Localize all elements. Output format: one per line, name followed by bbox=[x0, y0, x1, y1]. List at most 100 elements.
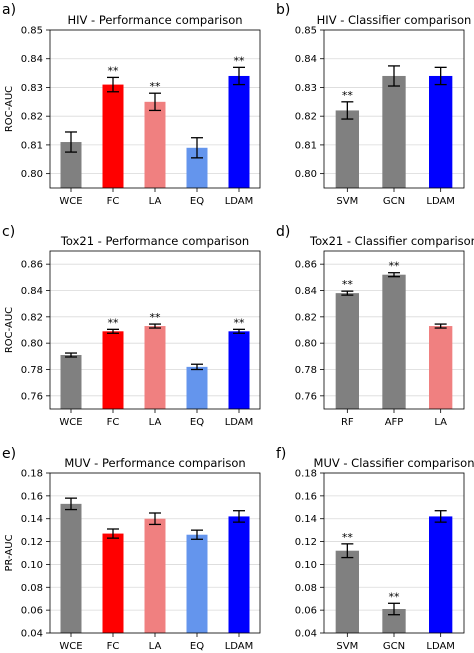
bar bbox=[429, 326, 453, 409]
significance-marker: ** bbox=[108, 316, 120, 329]
y-tick-label: 0.76 bbox=[295, 391, 317, 402]
bar bbox=[102, 84, 124, 188]
panel-label: d) bbox=[276, 224, 290, 240]
x-tick-label: SVM bbox=[336, 641, 358, 652]
y-tick-label: 0.14 bbox=[21, 514, 43, 525]
bar bbox=[382, 274, 406, 409]
y-tick-label: 0.08 bbox=[295, 583, 317, 594]
significance-marker: ** bbox=[150, 80, 162, 93]
x-tick-label: GCN bbox=[383, 641, 405, 652]
bar bbox=[186, 534, 208, 633]
bar bbox=[228, 75, 250, 188]
x-tick-label: LDAM bbox=[225, 641, 254, 652]
axes-frame bbox=[323, 29, 465, 189]
bar bbox=[429, 75, 453, 188]
y-tick-label: 0.82 bbox=[295, 112, 317, 123]
y-tick-label: 0.86 bbox=[21, 260, 43, 271]
bar bbox=[429, 516, 453, 633]
bar bbox=[335, 550, 359, 633]
chart-title: HIV - Classifier comparison bbox=[317, 13, 472, 27]
panel-label: b) bbox=[276, 2, 290, 18]
y-tick-label: 0.86 bbox=[295, 260, 317, 271]
panel-label: e) bbox=[2, 446, 16, 462]
axes-frame bbox=[49, 29, 261, 189]
panel-label: c) bbox=[2, 224, 15, 240]
y-tick-label: 0.84 bbox=[21, 286, 43, 297]
y-tick-label: 0.82 bbox=[295, 312, 317, 323]
x-tick-label: RF bbox=[341, 417, 354, 428]
bar bbox=[382, 75, 406, 188]
axes-frame bbox=[323, 472, 465, 634]
x-tick-label: EQ bbox=[190, 417, 204, 428]
y-tick-label: 0.80 bbox=[295, 169, 317, 180]
bar bbox=[144, 518, 166, 633]
chart-title: Tox21 - Classifier comparison bbox=[309, 234, 474, 248]
significance-marker: ** bbox=[342, 278, 354, 291]
x-tick-label: LDAM bbox=[225, 417, 254, 428]
chart-title: MUV - Performance comparison bbox=[64, 456, 245, 470]
y-tick-label: 0.18 bbox=[21, 469, 43, 480]
y-tick-label: 0.84 bbox=[295, 286, 317, 297]
x-tick-label: LA bbox=[434, 417, 447, 428]
x-tick-label: EQ bbox=[190, 196, 204, 207]
y-tick-label: 0.85 bbox=[295, 26, 317, 37]
y-tick-label: 0.16 bbox=[21, 491, 43, 502]
axes-frame bbox=[49, 472, 261, 634]
x-tick-label: WCE bbox=[59, 641, 82, 652]
significance-marker: ** bbox=[150, 311, 162, 324]
x-tick-label: LDAM bbox=[225, 196, 254, 207]
significance-marker: ** bbox=[389, 590, 401, 603]
bar bbox=[60, 142, 82, 188]
y-tick-label: 0.12 bbox=[21, 537, 43, 548]
chart-title: HIV - Performance comparison bbox=[67, 13, 242, 27]
significance-marker: ** bbox=[389, 260, 401, 273]
bar bbox=[144, 326, 166, 409]
y-tick-label: 0.10 bbox=[21, 560, 43, 571]
bar bbox=[102, 533, 124, 633]
y-tick-label: 0.04 bbox=[21, 629, 43, 640]
significance-marker: ** bbox=[108, 64, 120, 77]
y-tick-label: 0.80 bbox=[295, 339, 317, 350]
y-tick-label: 0.76 bbox=[21, 391, 43, 402]
y-axis-label: ROC-AUC bbox=[4, 307, 15, 353]
y-tick-label: 0.16 bbox=[295, 491, 317, 502]
y-tick-label: 0.81 bbox=[295, 140, 317, 151]
y-tick-label: 0.78 bbox=[21, 365, 43, 376]
x-tick-label: WCE bbox=[59, 417, 82, 428]
axes-frame bbox=[323, 250, 465, 410]
significance-marker: ** bbox=[234, 54, 246, 67]
y-tick-label: 0.82 bbox=[21, 112, 43, 123]
axes-frame bbox=[49, 250, 261, 410]
y-tick-label: 0.84 bbox=[295, 54, 317, 65]
y-tick-label: 0.14 bbox=[295, 514, 317, 525]
x-tick-label: AFP bbox=[385, 417, 404, 428]
bar bbox=[102, 331, 124, 409]
x-tick-label: GCN bbox=[383, 196, 405, 207]
bar bbox=[186, 366, 208, 409]
x-tick-label: WCE bbox=[59, 196, 82, 207]
y-tick-label: 0.78 bbox=[295, 365, 317, 376]
x-tick-label: FC bbox=[107, 641, 120, 652]
y-tick-label: 0.85 bbox=[21, 26, 43, 37]
y-tick-label: 0.84 bbox=[21, 54, 43, 65]
y-tick-label: 0.12 bbox=[295, 537, 317, 548]
y-tick-label: 0.80 bbox=[21, 339, 43, 350]
x-tick-label: FC bbox=[107, 196, 120, 207]
bar bbox=[228, 516, 250, 633]
bar bbox=[228, 331, 250, 409]
x-tick-label: LDAM bbox=[426, 641, 455, 652]
x-tick-label: EQ bbox=[190, 641, 204, 652]
y-tick-label: 0.83 bbox=[295, 83, 317, 94]
bar bbox=[144, 101, 166, 188]
y-tick-label: 0.04 bbox=[295, 629, 317, 640]
y-tick-label: 0.06 bbox=[21, 606, 43, 617]
significance-marker: ** bbox=[234, 316, 246, 329]
bar bbox=[60, 503, 82, 633]
y-tick-label: 0.18 bbox=[295, 469, 317, 480]
y-tick-label: 0.80 bbox=[21, 169, 43, 180]
bar bbox=[60, 355, 82, 409]
x-tick-label: LDAM bbox=[426, 196, 455, 207]
x-tick-label: FC bbox=[107, 417, 120, 428]
x-tick-label: LA bbox=[149, 641, 162, 652]
